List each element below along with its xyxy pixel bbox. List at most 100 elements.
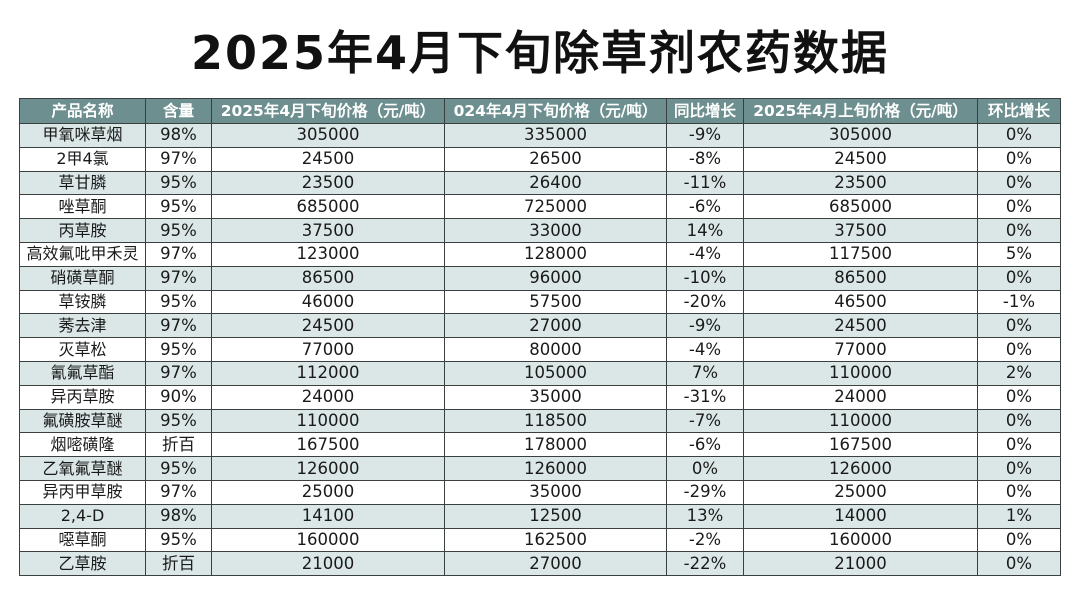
cell-content: 95% (145, 289, 212, 315)
cell-price-2025-early-apr: 24000 (743, 384, 978, 410)
cell-mom-growth: 1% (977, 503, 1061, 529)
header-price-2025-late-apr: 2025年4月下旬价格（元/吨） (211, 98, 445, 124)
cell-product-name: 硝磺草酮 (19, 265, 146, 291)
cell-price-2024-late-apr: 335000 (444, 123, 667, 148)
cell-price-2024-late-apr: 162500 (444, 527, 667, 553)
cell-price-2024-late-apr: 96000 (444, 265, 667, 291)
cell-yoy-growth: -6% (666, 194, 744, 220)
cell-price-2025-late-apr: 77000 (211, 337, 445, 362)
table-row: 2,4-D 98% 14100 12500 13% 14000 1% (19, 503, 1061, 529)
table-row: 莠去津 97% 24500 27000 -9% 24500 0% (19, 313, 1061, 339)
cell-product-name: 灭草松 (19, 337, 146, 362)
table-row: 高效氟吡甲禾灵 97% 123000 128000 -4% 117500 5% (19, 241, 1061, 267)
cell-product-name: 乙氧氟草醚 (19, 456, 146, 481)
table-row: 氰氟草酯 97% 112000 105000 7% 110000 2% (19, 360, 1061, 386)
table-row: 丙草胺 95% 37500 33000 14% 37500 0% (19, 218, 1061, 243)
cell-price-2024-late-apr: 128000 (444, 241, 667, 267)
cell-price-2024-late-apr: 105000 (444, 360, 667, 386)
cell-product-name: 甲氧咪草烟 (19, 123, 146, 148)
cell-price-2025-late-apr: 24500 (211, 146, 445, 172)
cell-price-2025-late-apr: 46000 (211, 289, 445, 315)
cell-price-2025-early-apr: 25000 (743, 479, 978, 505)
table-row: 异丙草胺 90% 24000 35000 -31% 24000 0% (19, 384, 1061, 410)
cell-price-2025-late-apr: 112000 (211, 360, 445, 386)
cell-product-name: 唑草酮 (19, 194, 146, 220)
cell-content: 97% (145, 479, 212, 505)
table-row: 2甲4氯 97% 24500 26500 -8% 24500 0% (19, 146, 1061, 172)
cell-content: 95% (145, 218, 212, 243)
header-mom-growth: 环比增长 (977, 98, 1061, 124)
table-row: 草甘膦 95% 23500 26400 -11% 23500 0% (19, 170, 1061, 196)
cell-price-2025-late-apr: 110000 (211, 408, 445, 434)
cell-price-2025-early-apr: 117500 (743, 241, 978, 267)
cell-yoy-growth: 13% (666, 503, 744, 529)
cell-content: 97% (145, 146, 212, 172)
cell-price-2025-early-apr: 21000 (743, 551, 978, 577)
table-row: 乙草胺 折百 21000 27000 -22% 21000 0% (19, 551, 1061, 577)
cell-price-2025-late-apr: 24000 (211, 384, 445, 410)
cell-yoy-growth: -4% (666, 337, 744, 362)
cell-price-2024-late-apr: 33000 (444, 218, 667, 243)
cell-product-name: 乙草胺 (19, 551, 146, 577)
cell-content: 97% (145, 241, 212, 267)
cell-product-name: 2甲4氯 (19, 146, 146, 172)
cell-mom-growth: 0% (977, 551, 1061, 577)
table-row: 灭草松 95% 77000 80000 -4% 77000 0% (19, 337, 1061, 362)
cell-mom-growth: 0% (977, 337, 1061, 362)
table-header-row: 产品名称 含量 2025年4月下旬价格（元/吨） 024年4月下旬价格（元/吨） 同比增… (19, 98, 1061, 124)
cell-mom-growth: 0% (977, 527, 1061, 553)
cell-price-2025-late-apr: 24500 (211, 313, 445, 339)
cell-product-name: 氰氟草酯 (19, 360, 146, 386)
cell-yoy-growth: 7% (666, 360, 744, 386)
cell-mom-growth: 0% (977, 194, 1061, 220)
cell-product-name: 丙草胺 (19, 218, 146, 243)
cell-price-2024-late-apr: 35000 (444, 479, 667, 505)
cell-price-2025-early-apr: 37500 (743, 218, 978, 243)
cell-price-2025-early-apr: 46500 (743, 289, 978, 315)
table-row: 噁草酮 95% 160000 162500 -2% 160000 0% (19, 527, 1061, 553)
cell-mom-growth: 0% (977, 384, 1061, 410)
cell-price-2025-late-apr: 23500 (211, 170, 445, 196)
cell-product-name: 异丙甲草胺 (19, 479, 146, 505)
cell-yoy-growth: 0% (666, 456, 744, 481)
cell-price-2025-late-apr: 167500 (211, 432, 445, 458)
cell-yoy-growth: -6% (666, 432, 744, 458)
table-row: 草铵膦 95% 46000 57500 -20% 46500 -1% (19, 289, 1061, 315)
cell-mom-growth: 0% (977, 408, 1061, 434)
cell-price-2025-late-apr: 126000 (211, 456, 445, 481)
cell-price-2024-late-apr: 26500 (444, 146, 667, 172)
cell-yoy-growth: 14% (666, 218, 744, 243)
cell-price-2025-early-apr: 24500 (743, 313, 978, 339)
cell-yoy-growth: -2% (666, 527, 744, 553)
cell-mom-growth: 0% (977, 123, 1061, 148)
cell-mom-growth: 0% (977, 170, 1061, 196)
cell-price-2025-late-apr: 123000 (211, 241, 445, 267)
cell-price-2025-early-apr: 77000 (743, 337, 978, 362)
cell-price-2025-late-apr: 685000 (211, 194, 445, 220)
header-price-2025-early-apr: 2025年4月上旬价格（元/吨） (743, 98, 978, 124)
cell-yoy-growth: -9% (666, 123, 744, 148)
cell-content: 97% (145, 265, 212, 291)
table-row: 甲氧咪草烟 98% 305000 335000 -9% 305000 0% (19, 123, 1061, 148)
cell-content: 95% (145, 527, 212, 553)
cell-price-2025-early-apr: 167500 (743, 432, 978, 458)
cell-content: 98% (145, 123, 212, 148)
cell-content: 折百 (145, 551, 212, 577)
table-row: 唑草酮 95% 685000 725000 -6% 685000 0% (19, 194, 1061, 220)
cell-price-2025-late-apr: 305000 (211, 123, 445, 148)
cell-content: 95% (145, 194, 212, 220)
header-price-2024-late-apr: 024年4月下旬价格（元/吨） (444, 98, 667, 124)
cell-price-2025-early-apr: 14000 (743, 503, 978, 529)
cell-price-2024-late-apr: 27000 (444, 313, 667, 339)
cell-price-2024-late-apr: 80000 (444, 337, 667, 362)
cell-price-2024-late-apr: 725000 (444, 194, 667, 220)
cell-content: 95% (145, 408, 212, 434)
cell-mom-growth: 0% (977, 479, 1061, 505)
cell-price-2025-late-apr: 86500 (211, 265, 445, 291)
cell-price-2024-late-apr: 35000 (444, 384, 667, 410)
cell-yoy-growth: -4% (666, 241, 744, 267)
cell-price-2024-late-apr: 26400 (444, 170, 667, 196)
cell-mom-growth: 2% (977, 360, 1061, 386)
header-product-name: 产品名称 (19, 98, 146, 124)
cell-mom-growth: 0% (977, 218, 1061, 243)
